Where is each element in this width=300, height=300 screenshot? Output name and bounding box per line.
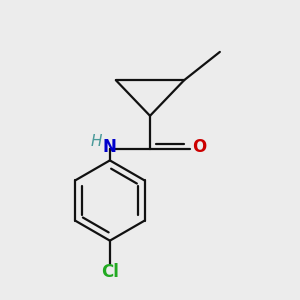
Text: H: H (91, 134, 102, 148)
Text: Cl: Cl (101, 263, 119, 281)
Text: O: O (193, 138, 207, 156)
Text: N: N (103, 138, 117, 156)
